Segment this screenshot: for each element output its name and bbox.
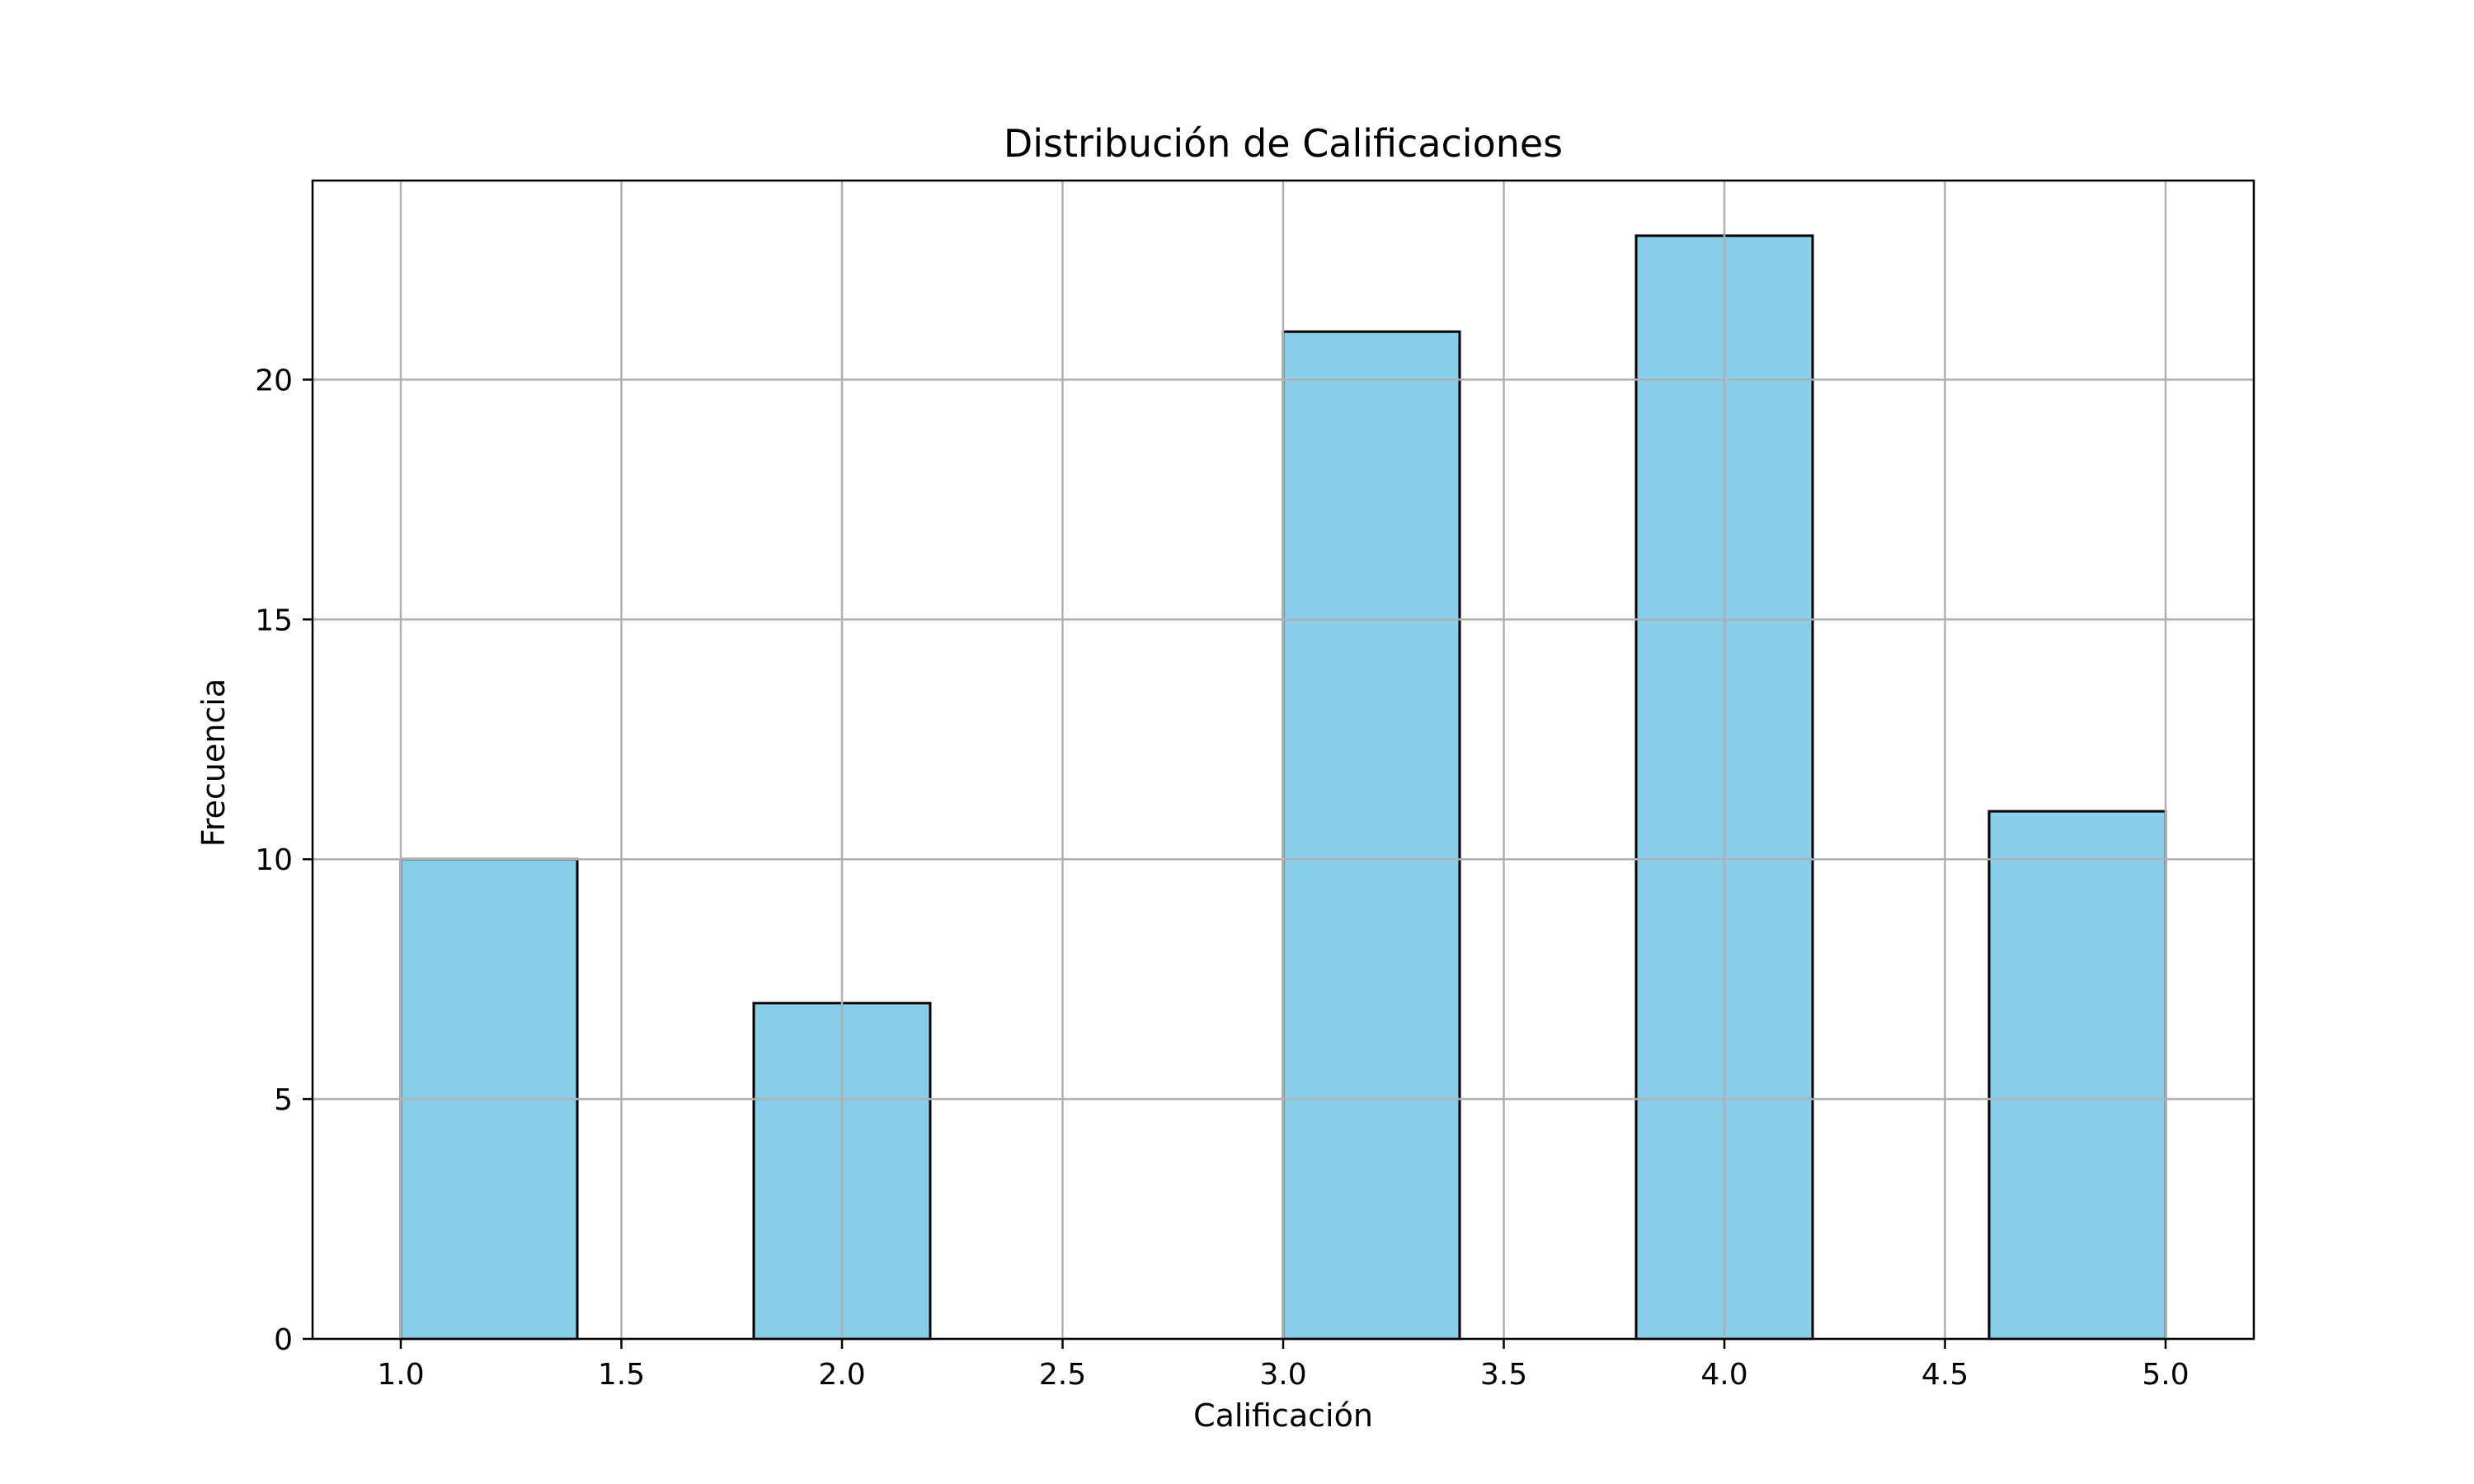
x-axis-ticks: 1.0 1.5 2.0 2.5 3.0 3.5 4.0 4.5 5.0	[377, 1339, 2189, 1392]
y-tick-label-3: 15	[255, 603, 293, 637]
x-tick-label-6: 4.0	[1700, 1358, 1747, 1392]
x-tick-label-8: 5.0	[2142, 1358, 2189, 1392]
y-tick-label-0: 0	[274, 1323, 293, 1357]
x-tick-label-1: 1.5	[598, 1358, 645, 1392]
x-axis-label: Calificación	[1193, 1397, 1373, 1434]
x-tick-label-3: 2.5	[1039, 1358, 1086, 1392]
chart-title: Distribución de Calificaciones	[1004, 121, 1563, 166]
x-tick-label-5: 3.5	[1480, 1358, 1527, 1392]
y-axis-ticks: 0 5 10 15 20	[255, 364, 313, 1357]
x-tick-label-4: 3.0	[1259, 1358, 1306, 1392]
y-axis-label: Frecuencia	[195, 679, 232, 847]
x-tick-label-2: 2.0	[818, 1358, 865, 1392]
histogram-bar-9	[1987, 810, 2167, 1341]
grid-lines	[313, 181, 2254, 1341]
y-tick-label-4: 20	[255, 364, 293, 397]
y-tick-label-2: 10	[255, 843, 293, 877]
y-tick-label-1: 5	[274, 1083, 293, 1117]
x-tick-label-0: 1.0	[377, 1358, 424, 1392]
x-tick-label-7: 4.5	[1921, 1358, 1968, 1392]
histogram-bar-5	[1282, 330, 1461, 1341]
